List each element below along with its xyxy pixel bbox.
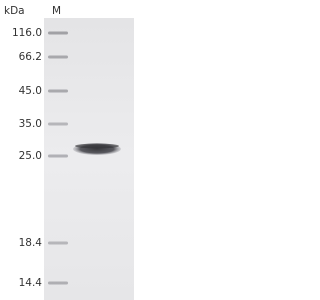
marker-band <box>48 89 68 93</box>
marker-label: 35.0 <box>19 118 42 130</box>
marker-label: 45.0 <box>19 85 42 97</box>
marker-band <box>48 241 68 245</box>
marker-band <box>48 55 68 59</box>
marker-ladder: 116.0 66.2 45.0 35.0 25.0 18.4 14.4 <box>12 27 68 289</box>
marker-label: 14.4 <box>19 277 43 289</box>
gel <box>44 18 134 300</box>
sample-band-core <box>75 143 119 149</box>
marker-band <box>48 31 68 35</box>
marker-label: 116.0 <box>12 27 42 39</box>
marker-label: 66.2 <box>19 51 42 63</box>
marker-label: 25.0 <box>19 150 42 162</box>
marker-band <box>48 122 68 126</box>
marker-label: 18.4 <box>19 237 43 249</box>
marker-band <box>48 281 68 285</box>
marker-band <box>48 154 68 158</box>
lane-label: M <box>52 5 61 17</box>
gel-image: kDa M 116.0 66.2 45.0 35.0 25.0 18.4 14.4 <box>4 5 134 300</box>
unit-label: kDa <box>4 5 25 17</box>
